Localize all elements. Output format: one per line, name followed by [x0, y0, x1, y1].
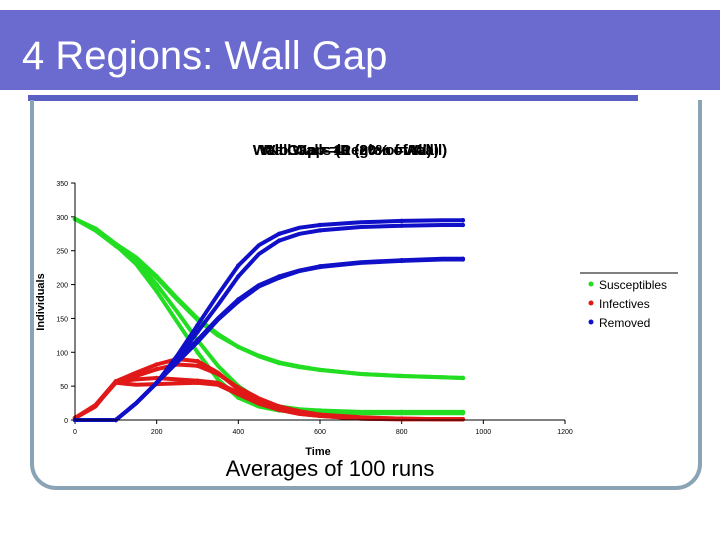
data-point: [195, 380, 200, 385]
x-tick-label: 800: [396, 429, 408, 436]
chart-title-3: No Walls (Region = All): [268, 142, 431, 159]
chart-title-0: Wall Gap = 40 (80% of Wall): [253, 142, 447, 159]
data-point: [113, 241, 119, 247]
data-point: [236, 344, 241, 350]
data-point: [236, 263, 241, 268]
axis-ticks: 0 200 400 600 800 1000 1200 0 50 100 150 200 250 300 3…: [56, 181, 573, 436]
data-point: [460, 218, 466, 223]
data-point: [195, 329, 200, 335]
x-tick-label: 600: [314, 429, 326, 436]
data-point: [399, 417, 404, 422]
data-point: [460, 256, 466, 261]
series-line-susceptibles-2: [73, 216, 465, 380]
data-point: [236, 274, 241, 279]
data-point: [236, 297, 241, 302]
y-tick-label: 50: [60, 384, 68, 391]
data-point: [460, 375, 466, 381]
data-point: [277, 238, 282, 243]
series-line-susceptibles-3: [73, 216, 465, 380]
slide-title: 4 Regions: Wall Gap: [22, 34, 388, 78]
slide-caption: Averages of 100 runs: [225, 456, 435, 481]
data-point: [317, 413, 323, 419]
data-point: [460, 409, 466, 415]
data-point: [195, 337, 200, 343]
data-point: [277, 360, 282, 365]
data-point: [317, 228, 323, 233]
legend-label-removed: Removed: [599, 316, 650, 330]
data-point: [154, 367, 159, 372]
content-frame: [30, 100, 702, 490]
legend-marker-removed: [588, 319, 594, 325]
data-point: [277, 407, 282, 412]
series-layer: [72, 216, 466, 423]
legend: Susceptibles Infectives Removed: [580, 272, 678, 330]
y-tick-label: 0: [64, 418, 68, 425]
data-point: [399, 218, 404, 224]
data-point: [195, 358, 200, 364]
y-tick-label: 100: [56, 350, 68, 357]
data-point: [154, 282, 159, 287]
data-point: [317, 408, 323, 413]
data-point: [236, 385, 241, 390]
data-point: [399, 409, 404, 415]
legend-label-infectives: Infectives: [599, 297, 650, 311]
data-point: [195, 363, 200, 368]
data-point: [154, 274, 159, 279]
series-line-removed-10: [73, 257, 465, 422]
data-point: [277, 231, 282, 236]
chart-title-1: Wall Gap = 10 (20% of Wall): [253, 142, 447, 159]
data-point: [154, 362, 159, 367]
series-line-removed-8: [73, 218, 465, 422]
x-tick-label: 1200: [557, 429, 573, 436]
data-point: [399, 258, 404, 263]
series-line-removed-11: [73, 256, 465, 422]
data-point: [195, 316, 200, 321]
title-rule: [28, 95, 638, 101]
x-tick-label: 0: [73, 429, 77, 436]
y-tick-label: 250: [56, 249, 68, 256]
data-point: [277, 274, 282, 279]
title-bar: [0, 10, 720, 90]
y-tick-label: 200: [56, 283, 68, 290]
data-point: [195, 350, 200, 355]
x-axis-label: Time: [305, 446, 330, 458]
data-point: [317, 222, 323, 228]
data-point: [460, 417, 466, 422]
data-point: [399, 373, 404, 379]
data-point: [195, 323, 200, 328]
y-tick-label: 350: [56, 181, 68, 188]
data-point: [113, 380, 119, 385]
data-point: [317, 367, 323, 373]
data-point: [399, 223, 404, 228]
y-axis-label: Individuals: [35, 273, 47, 330]
legend-label-susceptibles: Susceptibles: [599, 278, 667, 292]
legend-marker-susceptibles: [588, 281, 594, 287]
data-point: [236, 392, 241, 397]
y-tick-label: 150: [56, 316, 68, 323]
chart-overlay-titles: Wall Gap = 40 (80% of Wall)Wall Gap = 10…: [253, 142, 447, 159]
data-point: [460, 222, 466, 228]
legend-marker-infectives: [588, 300, 594, 306]
data-point: [317, 264, 323, 269]
chart-title-2: Wall Gap = 1 (2% of Wall): [261, 142, 439, 159]
x-tick-label: 400: [232, 429, 244, 436]
y-tick-label: 300: [56, 215, 68, 222]
x-tick-label: 1000: [476, 429, 492, 436]
data-point: [154, 380, 159, 385]
x-tick-label: 200: [151, 429, 163, 436]
data-point: [154, 289, 159, 294]
